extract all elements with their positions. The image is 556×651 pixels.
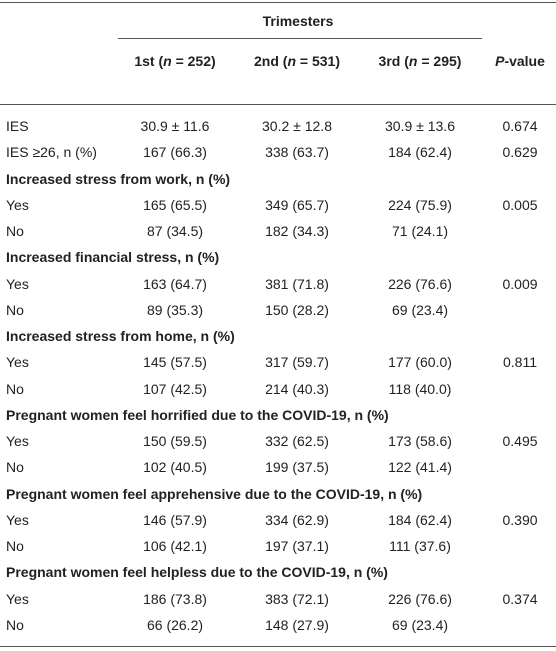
row-label: No	[6, 616, 24, 633]
cell: 317 (59.7)	[265, 354, 329, 371]
section-title: Pregnant women feel apprehensive due to …	[6, 485, 423, 502]
group-header: Trimesters	[262, 13, 334, 29]
section-title: Increased stress from home, n (%)	[6, 328, 235, 345]
row-label: No	[6, 301, 24, 318]
p-value: 0.811	[503, 354, 537, 371]
cell: 30.9 ± 11.6	[140, 118, 210, 134]
cell: 381 (71.8)	[265, 275, 329, 292]
header-part: 3rd (	[378, 53, 409, 69]
cell: 349 (65.7)	[265, 196, 329, 213]
cell: 30.2 ± 12.8	[262, 118, 332, 134]
header-part: n	[163, 53, 172, 69]
cell: 118 (40.0)	[388, 380, 452, 397]
row-label: No	[6, 223, 24, 240]
row-label: IES ≥26, n (%)	[6, 144, 97, 161]
column-header: 2nd (n = 531)	[245, 52, 349, 70]
header-part: P	[495, 53, 505, 69]
cell: 89 (35.3)	[146, 301, 204, 318]
cell: 150 (28.2)	[265, 301, 329, 318]
rule	[0, 104, 556, 105]
p-value: 0.495	[502, 433, 538, 450]
row-label: No	[6, 459, 24, 476]
section-title: Increased stress from work, n (%)	[6, 170, 231, 187]
row-label: Yes	[6, 511, 29, 528]
row-label: Yes	[6, 275, 29, 292]
rule	[118, 38, 482, 39]
row-label: No	[6, 538, 24, 555]
row-label: Yes	[6, 196, 29, 213]
cell: 163 (64.7)	[143, 275, 207, 292]
cell: 338 (63.7)	[265, 144, 329, 161]
header-part: = 531)	[296, 53, 340, 69]
cell: 226 (76.6)	[388, 590, 452, 607]
cell: 173 (58.6)	[388, 433, 452, 450]
cell: 199 (37.5)	[265, 459, 329, 476]
cell: 69 (23.4)	[391, 616, 449, 633]
cell: 184 (62.4)	[388, 511, 452, 528]
p-value: 0.374	[502, 590, 538, 607]
cell: 167 (66.3)	[143, 144, 207, 161]
row-label: Yes	[6, 433, 29, 450]
column-header: 1st (n = 252)	[123, 52, 227, 70]
cell: 177 (60.0)	[388, 354, 452, 371]
cell: 226 (76.6)	[388, 275, 452, 292]
cell: 148 (27.9)	[265, 616, 329, 633]
header-part: = 252)	[171, 53, 216, 69]
cell: 122 (41.4)	[388, 459, 452, 476]
cell: 30.9 ± 13.6	[385, 118, 455, 134]
cell: 111 (37.6)	[389, 538, 451, 555]
header-part: -value	[504, 53, 545, 69]
cell: 69 (23.4)	[391, 301, 449, 318]
section-title: Increased financial stress, n (%)	[6, 249, 220, 266]
cell: 66 (26.2)	[146, 616, 204, 633]
cell: 150 (59.5)	[143, 433, 207, 450]
cell: 184 (62.4)	[388, 144, 452, 161]
cell: 197 (37.1)	[265, 538, 329, 555]
cell: 383 (72.1)	[265, 590, 329, 607]
row-label: Yes	[6, 590, 29, 607]
row-label: IES	[6, 118, 29, 134]
section-title: Pregnant women feel horrified due to the…	[6, 406, 389, 423]
header-part: 1st (	[134, 53, 164, 69]
rule	[0, 646, 556, 647]
cell: 107 (42.5)	[143, 380, 207, 397]
rule	[0, 2, 556, 3]
cell: 186 (73.8)	[143, 590, 207, 607]
column-header: 3rd (n = 295)	[368, 52, 472, 70]
header-part: 2nd (	[254, 53, 288, 69]
cell: 214 (40.3)	[265, 380, 329, 397]
row-label: Yes	[6, 354, 29, 371]
cell: 224 (75.9)	[388, 196, 452, 213]
p-value: 0.009	[502, 275, 538, 292]
header-part: = 295)	[417, 53, 462, 69]
p-value-header: P-value	[495, 52, 545, 70]
cell: 102 (40.5)	[143, 459, 207, 476]
p-value: 0.629	[502, 144, 538, 161]
cell: 71 (24.1)	[391, 223, 449, 240]
cell: 146 (57.9)	[143, 511, 207, 528]
cell: 334 (62.9)	[265, 511, 329, 528]
cell: 106 (42.1)	[143, 538, 207, 555]
cell: 145 (57.5)	[143, 354, 207, 371]
cell: 182 (34.3)	[265, 223, 329, 240]
row-label: No	[6, 380, 24, 397]
cell: 165 (65.5)	[143, 196, 207, 213]
section-title: Pregnant women feel helpless due to the …	[6, 564, 388, 581]
cell: 87 (34.5)	[146, 223, 204, 240]
cell: 332 (62.5)	[265, 433, 329, 450]
p-value: 0.005	[502, 196, 538, 213]
p-value: 0.674	[502, 118, 538, 134]
header-part: n	[287, 53, 297, 69]
p-value: 0.390	[502, 511, 538, 528]
header-part: n	[408, 53, 418, 69]
